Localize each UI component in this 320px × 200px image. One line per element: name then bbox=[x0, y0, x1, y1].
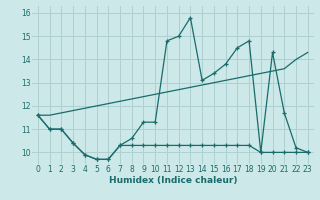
X-axis label: Humidex (Indice chaleur): Humidex (Indice chaleur) bbox=[108, 176, 237, 185]
